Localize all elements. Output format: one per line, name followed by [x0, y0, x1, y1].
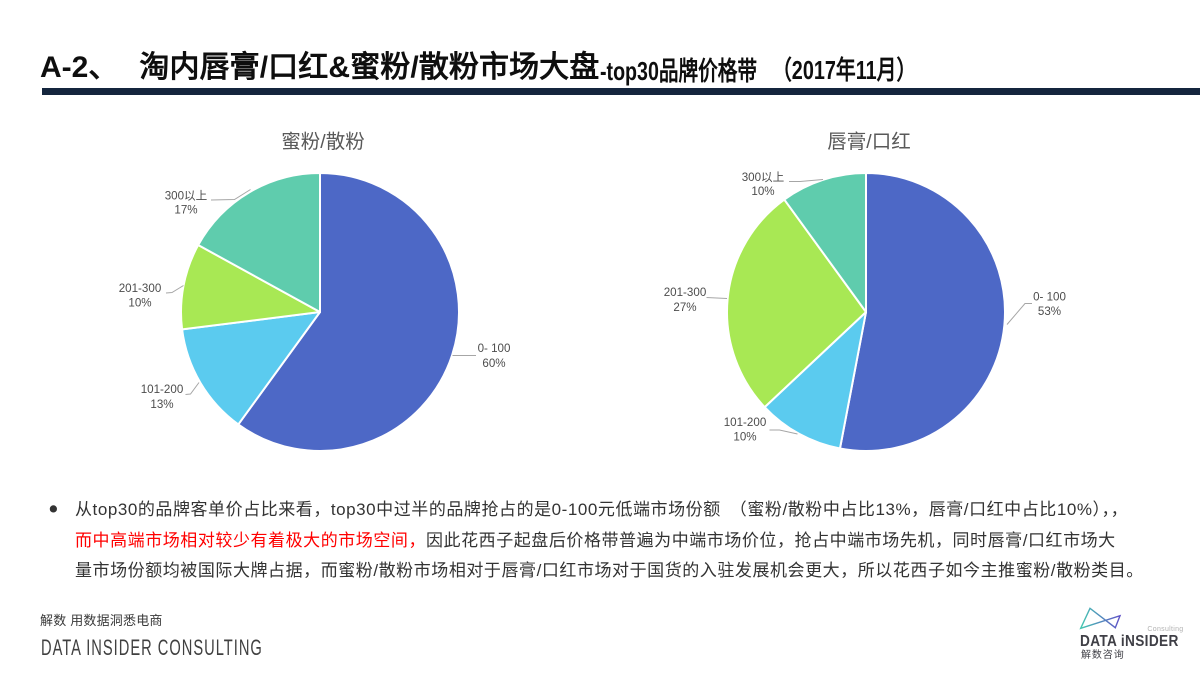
- slice-percent-label: 60%: [482, 357, 505, 370]
- slice-category-label: 0- 100: [1033, 291, 1066, 304]
- title-number: A-2、: [40, 51, 119, 84]
- footer-company-name: DATA INSIDER CONSULTING: [41, 635, 263, 660]
- commentary-text-segment: 量市场份额均被国际大牌占据，而蜜粉/散粉市场相对于唇膏/口红市场对于国货的入驻发…: [75, 561, 1144, 580]
- slice-percent-label: 53%: [1038, 305, 1061, 318]
- slice-percent-label: 10%: [128, 297, 151, 310]
- commentary-text-segment: 而中高端市场相对较少有着极大的市场空间，: [75, 530, 426, 550]
- slice-percent-label: 10%: [751, 185, 774, 198]
- pie-chart-right: 0- 10053%101-20010%201-30027%300以上10%唇膏/…: [664, 130, 1066, 452]
- label-leader-line: [769, 429, 798, 435]
- pie-slice-201-300[interactable]: [726, 198, 867, 409]
- slice-percent-label: 17%: [174, 204, 197, 217]
- pie-slice-101-200[interactable]: [181, 311, 321, 426]
- pie-chart-title: 唇膏/口红: [827, 130, 910, 153]
- bullet-glyph: •: [46, 494, 61, 524]
- slice-percent-label: 13%: [150, 398, 173, 411]
- slice-percent-label: 10%: [733, 431, 756, 444]
- title-divider-line: [42, 88, 1200, 95]
- commentary-text-segment: 从top30的品牌客单价占比来看，top30中过半的品牌抢占的是0-100元低端…: [75, 500, 1129, 519]
- pie-slice-101-200[interactable]: [763, 311, 867, 450]
- pie-slice-0- 100[interactable]: [838, 172, 1006, 452]
- label-leader-line: [789, 179, 824, 182]
- label-leader-line: [210, 189, 251, 201]
- label-leader-line: [1006, 303, 1032, 325]
- slice-category-label: 201-300: [664, 286, 707, 299]
- slice-category-label: 0- 100: [478, 342, 511, 355]
- commentary-block: • 从top30的品牌客单价占比来看，top30中过半的品牌抢占的是0-100元…: [46, 494, 1168, 587]
- slice-category-label: 300以上: [742, 171, 785, 184]
- pie-chart-title: 蜜粉/散粉: [281, 131, 364, 153]
- label-leader-line: [165, 285, 184, 294]
- title-suffix: -top30品牌价格带: [600, 56, 758, 86]
- slice-category-label: 101-200: [724, 416, 767, 429]
- title-date: （2017年11月）: [772, 54, 917, 85]
- title-main: 淘内唇膏/口红&蜜粉/散粉市场大盘: [139, 51, 600, 84]
- logo-name-text: DATA iNSIDER: [1079, 633, 1179, 650]
- slice-category-label: 300以上: [165, 190, 208, 203]
- slide-title: A-2、 淘内唇膏/口红&蜜粉/散粉市场大盘: [40, 42, 599, 86]
- commentary-line: 量市场份额均被国际大牌占据，而蜜粉/散粉市场相对于唇膏/口红市场对于国货的入驻发…: [75, 556, 1168, 587]
- commentary-line: 而中高端市场相对较少有着极大的市场空间，因此花西子起盘后价格带普遍为中端市场价位…: [75, 526, 1168, 557]
- slice-category-label: 101-200: [141, 383, 184, 396]
- label-leader-line: [185, 382, 200, 395]
- commentary-lines: 从top30的品牌客单价占比来看，top30中过半的品牌抢占的是0-100元低端…: [75, 495, 1168, 587]
- logo-consulting-text: Consulting: [1147, 625, 1184, 633]
- data-insider-logo-icon: [1079, 607, 1122, 630]
- pie-slice-300以上[interactable]: [197, 172, 321, 313]
- label-leader-line: [706, 297, 728, 299]
- pie-slice-300以上[interactable]: [783, 172, 867, 313]
- slice-percent-label: 27%: [673, 301, 696, 314]
- commentary-text-segment: 因此花西子起盘后价格带普遍为中端市场价位，抢占中端市场先机，同时唇膏/口红市场大: [426, 530, 1116, 550]
- logo-chinese-text: 解数咨询: [1081, 649, 1125, 661]
- slice-category-label: 201-300: [119, 282, 162, 295]
- pie-slice-0- 100[interactable]: [237, 172, 460, 452]
- commentary-line: 从top30的品牌客单价占比来看，top30中过半的品牌抢占的是0-100元低端…: [75, 495, 1168, 526]
- footer-tagline: 解数 用数据洞悉电商: [40, 612, 163, 628]
- data-insider-logo: Consulting DATA iNSIDER 解数咨询: [1076, 596, 1188, 668]
